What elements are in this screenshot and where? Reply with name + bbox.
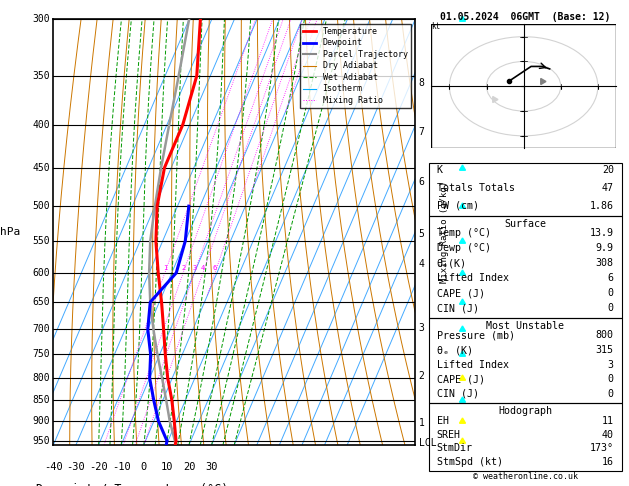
Text: 9.9: 9.9 (596, 243, 614, 253)
Text: 900: 900 (32, 416, 50, 426)
Text: -40: -40 (44, 462, 63, 472)
Text: 2: 2 (419, 371, 425, 381)
Text: 800: 800 (596, 330, 614, 341)
Text: 13.9: 13.9 (590, 228, 614, 239)
Text: 20: 20 (183, 462, 196, 472)
Text: 1.86: 1.86 (590, 201, 614, 211)
Text: 6: 6 (419, 177, 425, 187)
Text: 550: 550 (32, 236, 50, 246)
Text: Pressure (mb): Pressure (mb) (437, 330, 515, 341)
Text: 0: 0 (141, 462, 147, 472)
Text: 7: 7 (419, 127, 425, 137)
Text: Hodograph: Hodograph (498, 406, 552, 416)
Text: 01.05.2024  06GMT  (Base: 12): 01.05.2024 06GMT (Base: 12) (440, 12, 610, 22)
Text: 20: 20 (602, 165, 614, 175)
Text: Surface: Surface (504, 219, 546, 229)
Text: 950: 950 (32, 436, 50, 446)
Text: 3: 3 (419, 323, 425, 332)
Text: © weatheronline.co.uk: © weatheronline.co.uk (473, 472, 577, 481)
Text: 30: 30 (206, 462, 218, 472)
Legend: Temperature, Dewpoint, Parcel Trajectory, Dry Adiabat, Wet Adiabat, Isotherm, Mi: Temperature, Dewpoint, Parcel Trajectory… (300, 24, 411, 108)
Text: 1: 1 (163, 265, 167, 271)
Text: 700: 700 (32, 324, 50, 334)
Text: Totals Totals: Totals Totals (437, 183, 515, 193)
Text: Temp (°C): Temp (°C) (437, 228, 491, 239)
Text: -10: -10 (112, 462, 131, 472)
Text: PW (cm): PW (cm) (437, 201, 479, 211)
Text: kt: kt (431, 22, 440, 31)
Text: CIN (J): CIN (J) (437, 389, 479, 399)
Text: 4: 4 (201, 265, 205, 271)
Text: 5: 5 (419, 229, 425, 239)
Text: θₑ (K): θₑ (K) (437, 345, 472, 355)
Text: Most Unstable: Most Unstable (486, 321, 564, 331)
Text: 3: 3 (192, 265, 197, 271)
Text: K: K (437, 165, 443, 175)
Text: hPa: hPa (0, 227, 20, 237)
Text: -20: -20 (89, 462, 108, 472)
Text: 6: 6 (608, 273, 614, 283)
Text: 3: 3 (608, 360, 614, 370)
Text: 2: 2 (181, 265, 186, 271)
Text: StmDir: StmDir (437, 443, 472, 453)
Text: LCL: LCL (419, 438, 437, 448)
Text: 4: 4 (419, 259, 425, 269)
Text: 8: 8 (419, 78, 425, 88)
Text: 750: 750 (32, 349, 50, 360)
Text: 450: 450 (32, 163, 50, 173)
Text: 0: 0 (608, 303, 614, 313)
Text: 500: 500 (32, 201, 50, 211)
Text: -30: -30 (67, 462, 86, 472)
Text: Lifted Index: Lifted Index (437, 360, 509, 370)
Text: 350: 350 (32, 71, 50, 81)
Text: 600: 600 (32, 268, 50, 278)
Text: SREH: SREH (437, 430, 460, 439)
Text: 308: 308 (596, 259, 614, 268)
Text: 1: 1 (419, 418, 425, 428)
Text: 400: 400 (32, 120, 50, 130)
Text: θₑ(K): θₑ(K) (437, 259, 467, 268)
Text: CAPE (J): CAPE (J) (437, 374, 485, 384)
Text: 47: 47 (602, 183, 614, 193)
Text: Lifted Index: Lifted Index (437, 273, 509, 283)
Text: 43°37'N  13°22'E  119m  ASL: 43°37'N 13°22'E 119m ASL (90, 0, 292, 2)
Bar (431, 24, 616, 148)
Text: 300: 300 (32, 15, 50, 24)
Text: 11: 11 (602, 416, 614, 426)
Text: 0: 0 (608, 389, 614, 399)
Text: 650: 650 (32, 297, 50, 307)
Text: 315: 315 (596, 345, 614, 355)
Text: 6: 6 (213, 265, 217, 271)
Text: Dewp (°C): Dewp (°C) (437, 243, 491, 253)
Text: Mixing Ratio (g/kg): Mixing Ratio (g/kg) (440, 181, 448, 283)
Text: 16: 16 (602, 457, 614, 468)
Text: EH: EH (437, 416, 448, 426)
Text: 850: 850 (32, 395, 50, 405)
Text: 10: 10 (160, 462, 173, 472)
Text: 0: 0 (608, 374, 614, 384)
Text: 800: 800 (32, 373, 50, 383)
Text: Dewpoint / Temperature (°C): Dewpoint / Temperature (°C) (36, 483, 229, 486)
Text: 173°: 173° (590, 443, 614, 453)
Text: 0: 0 (608, 288, 614, 298)
Text: CIN (J): CIN (J) (437, 303, 479, 313)
Text: CAPE (J): CAPE (J) (437, 288, 485, 298)
Text: km
ASL: km ASL (421, 0, 438, 2)
Text: StmSpd (kt): StmSpd (kt) (437, 457, 503, 468)
Text: 40: 40 (602, 430, 614, 439)
